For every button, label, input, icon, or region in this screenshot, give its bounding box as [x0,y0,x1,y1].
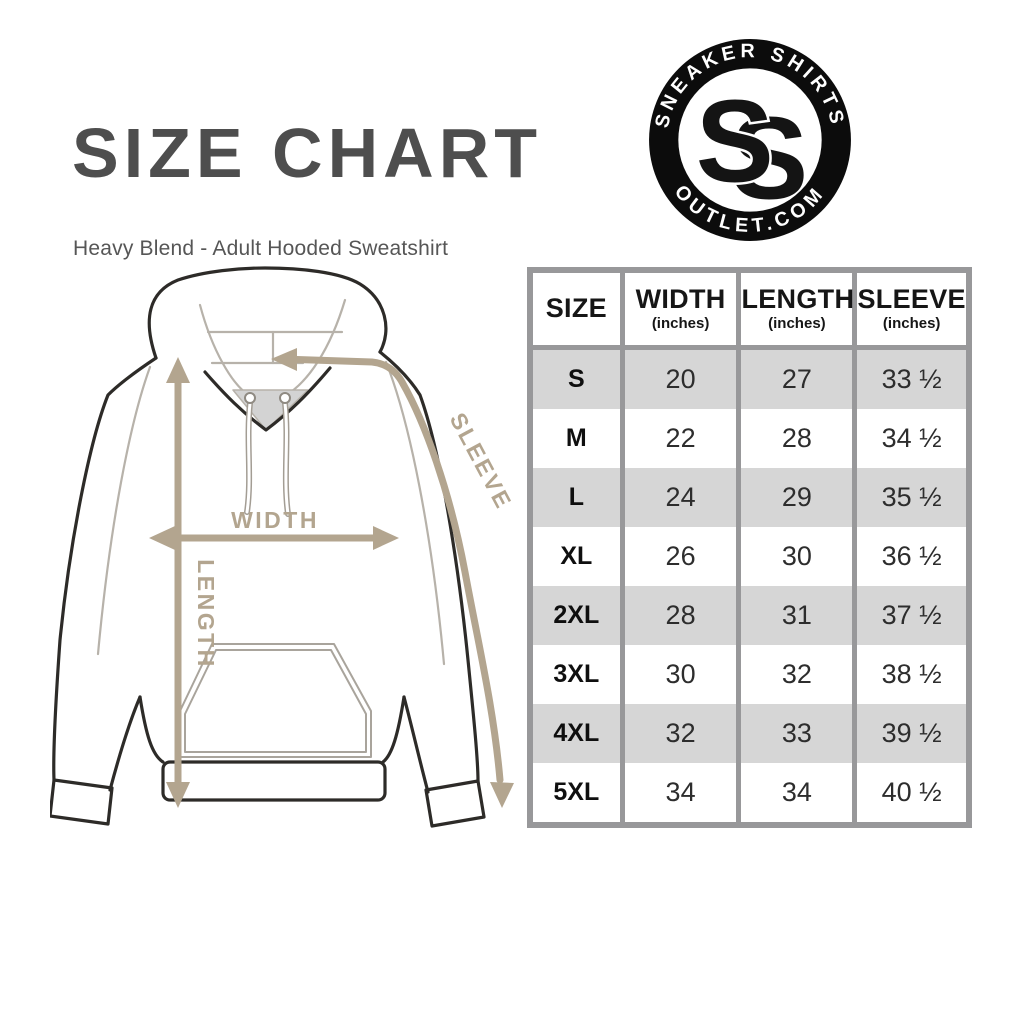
column-header-size: SIZE [530,270,623,350]
width-value: 22 [619,409,739,468]
length-value: 30 [736,527,855,586]
size-label: S [568,365,585,393]
drawstrings [244,392,291,517]
width-value: 28 [619,586,739,645]
size-label: 5XL [553,778,600,806]
width-value: 34 [619,763,739,825]
size-row-2xl: 2XL 28 31 37 ½ [530,586,969,645]
left-cuff [50,778,114,826]
sleeve-value: 33 ½ [852,347,969,409]
sleeve-value: 36 ½ [852,527,969,586]
size-label: 2XL [553,601,600,629]
sleeve-value: 39 ½ [852,704,969,763]
width-value: 30 [619,645,739,704]
sleeve-value: 37 ½ [852,586,969,645]
collar-v [203,366,332,432]
width-value: 32 [619,704,739,763]
size-label: 4XL [553,719,600,747]
measure-arrows [167,355,504,788]
size-label: M [565,424,587,452]
size-table: SIZE WIDTH (inches) LENGTH (inches) SLEEVE (in… [527,267,972,828]
size-table-body: S 20 27 33 ½ M 22 28 34 ½ L 24 29 35 ½ XL 26 30 36 ½ 2XL… [530,347,969,825]
size-row-3xl: 3XL 30 32 38 ½ [530,645,969,704]
size-row-xl: XL 26 30 36 ½ [530,527,969,586]
sleeve-value: 40 ½ [852,763,969,825]
right-cuff [424,779,486,828]
length-label: LENGTH [193,559,219,669]
width-value: 20 [619,347,739,409]
size-label: XL [560,542,593,570]
length-value: 32 [736,645,855,704]
sleeve-value: 38 ½ [852,645,969,704]
length-value: 34 [736,763,855,825]
size-row-l: L 24 29 35 ½ [530,468,969,527]
size-label: 3XL [553,660,600,688]
svg-text:S: S [730,93,808,224]
width-value: 24 [619,468,739,527]
size-label: L [568,483,584,511]
page-title: SIZE CHART [72,114,542,192]
length-value: 33 [736,704,855,763]
length-value: 31 [736,586,855,645]
logo-ss-monogram-icon: S S [693,73,808,224]
length-value: 27 [736,347,855,409]
width-value: 26 [619,527,739,586]
sleeve-label: SLEEVE [445,408,518,514]
size-row-s: S 20 27 33 ½ [530,347,969,409]
size-row-4xl: 4XL 32 33 39 ½ [530,704,969,763]
column-header-width: WIDTH (inches) [619,270,739,350]
length-value: 28 [736,409,855,468]
length-value: 29 [736,468,855,527]
logo-inner-circle [678,68,822,212]
brand-logo: SNEAKER SHIRTS OUTLET.COM S S [649,39,851,241]
sleeve-value: 35 ½ [852,468,969,527]
column-header-sleeve: SLEEVE (inches) [852,270,969,350]
hoodie-diagram: WIDTH LENGTH SLEEVE [50,266,518,828]
size-table-header-row: SIZE WIDTH (inches) LENGTH (inches) SLEEVE (in… [530,270,969,350]
hoodie-seam-lines [96,298,446,666]
hem-band [161,760,387,802]
svg-text:S: S [696,75,774,206]
page-subtitle: Heavy Blend - Adult Hooded Sweatshirt [73,237,449,260]
hood-outline [147,266,388,360]
size-row-5xl: 5XL 34 34 40 ½ [530,763,969,825]
sleeve-arrow [278,355,504,784]
column-header-length: LENGTH (inches) [736,270,855,350]
size-row-m: M 22 28 34 ½ [530,409,969,468]
width-label: WIDTH [231,507,319,533]
arrowheads [149,348,514,808]
sleeve-value: 34 ½ [852,409,969,468]
hoodie-outline [50,266,486,828]
